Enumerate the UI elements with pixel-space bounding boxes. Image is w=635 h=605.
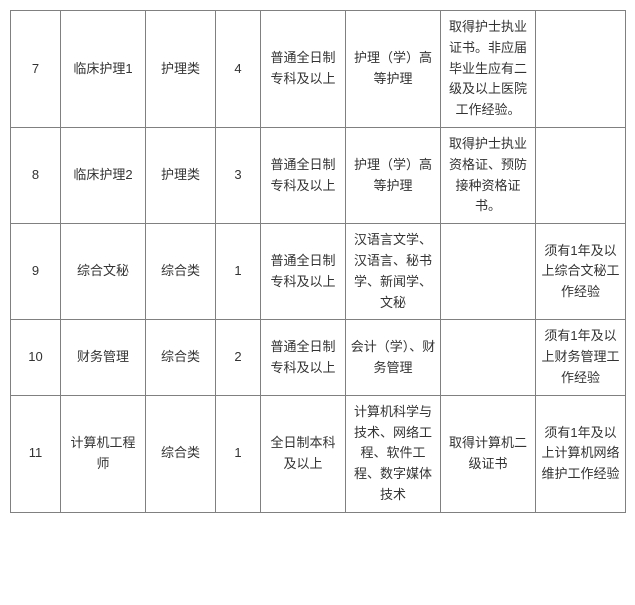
cell-number: 2 (216, 320, 261, 395)
cell-major: 护理（学）高等护理 (346, 11, 441, 128)
cell-condition (441, 320, 536, 395)
cell-condition: 取得计算机二级证书 (441, 395, 536, 512)
recruitment-table: 7 临床护理1 护理类 4 普通全日制专科及以上 护理（学）高等护理 取得护士执… (10, 10, 626, 513)
cell-major: 计算机科学与技术、网络工程、软件工程、数字媒体技术 (346, 395, 441, 512)
cell-category: 护理类 (146, 11, 216, 128)
table-row: 10 财务管理 综合类 2 普通全日制专科及以上 会计（学）、财务管理 须有1年… (11, 320, 626, 395)
cell-number: 1 (216, 395, 261, 512)
cell-post: 财务管理 (61, 320, 146, 395)
table-row: 8 临床护理2 护理类 3 普通全日制专科及以上 护理（学）高等护理 取得护士执… (11, 127, 626, 223)
cell-condition: 取得护士执业资格证、预防接种资格证书。 (441, 127, 536, 223)
cell-education: 普通全日制专科及以上 (261, 320, 346, 395)
cell-education: 普通全日制专科及以上 (261, 224, 346, 320)
cell-condition: 取得护士执业证书。非应届毕业生应有二级及以上医院工作经验。 (441, 11, 536, 128)
cell-major: 护理（学）高等护理 (346, 127, 441, 223)
cell-note: 须有1年及以上综合文秘工作经验 (536, 224, 626, 320)
cell-category: 综合类 (146, 395, 216, 512)
cell-education: 普通全日制专科及以上 (261, 11, 346, 128)
cell-condition (441, 224, 536, 320)
cell-education: 普通全日制专科及以上 (261, 127, 346, 223)
cell-number: 4 (216, 11, 261, 128)
cell-post: 综合文秘 (61, 224, 146, 320)
table-row: 11 计算机工程师 综合类 1 全日制本科及以上 计算机科学与技术、网络工程、软… (11, 395, 626, 512)
cell-major: 会计（学）、财务管理 (346, 320, 441, 395)
table-row: 7 临床护理1 护理类 4 普通全日制专科及以上 护理（学）高等护理 取得护士执… (11, 11, 626, 128)
cell-index: 10 (11, 320, 61, 395)
cell-index: 7 (11, 11, 61, 128)
cell-note: 须有1年及以上财务管理工作经验 (536, 320, 626, 395)
cell-index: 8 (11, 127, 61, 223)
cell-post: 临床护理1 (61, 11, 146, 128)
cell-note: 须有1年及以上计算机网络维护工作经验 (536, 395, 626, 512)
cell-post: 临床护理2 (61, 127, 146, 223)
cell-number: 1 (216, 224, 261, 320)
cell-index: 9 (11, 224, 61, 320)
cell-index: 11 (11, 395, 61, 512)
cell-education: 全日制本科及以上 (261, 395, 346, 512)
cell-note (536, 11, 626, 128)
cell-post: 计算机工程师 (61, 395, 146, 512)
table-body: 7 临床护理1 护理类 4 普通全日制专科及以上 护理（学）高等护理 取得护士执… (11, 11, 626, 513)
cell-category: 护理类 (146, 127, 216, 223)
cell-number: 3 (216, 127, 261, 223)
cell-category: 综合类 (146, 320, 216, 395)
cell-category: 综合类 (146, 224, 216, 320)
cell-major: 汉语言文学、汉语言、秘书学、新闻学、文秘 (346, 224, 441, 320)
cell-note (536, 127, 626, 223)
table-row: 9 综合文秘 综合类 1 普通全日制专科及以上 汉语言文学、汉语言、秘书学、新闻… (11, 224, 626, 320)
